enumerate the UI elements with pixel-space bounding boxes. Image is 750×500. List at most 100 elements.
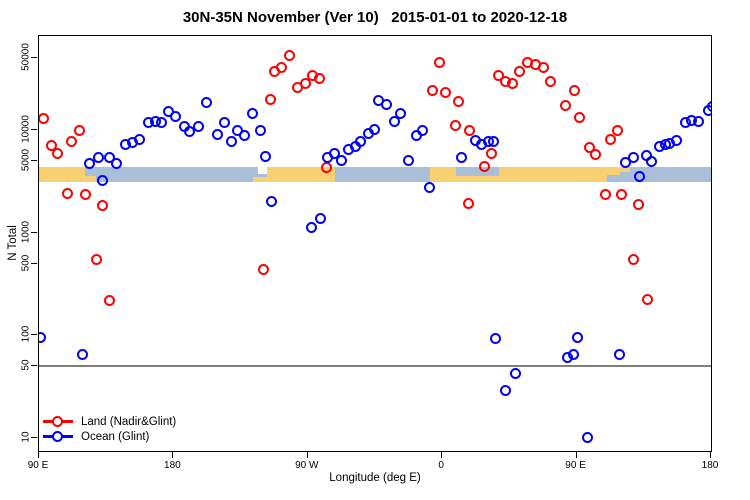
- data-point-ocean: [76, 349, 88, 360]
- surface-band-segment-ocean: [84, 166, 268, 183]
- data-point-ocean: [509, 368, 521, 380]
- data-point-ocean: [260, 151, 272, 163]
- data-point-ocean: [218, 117, 230, 129]
- surface-band-detail-ocean: [607, 175, 620, 183]
- data-point-ocean: [671, 134, 683, 146]
- surface-band-detail-land: [253, 177, 268, 183]
- y-tick-label: 10: [20, 431, 32, 443]
- data-point-land: [104, 294, 116, 306]
- data-point-land: [507, 78, 519, 89]
- x-tick: [441, 452, 443, 458]
- y-tick-label: 50: [20, 359, 32, 371]
- data-point-ocean: [238, 129, 250, 141]
- data-point-land: [642, 293, 654, 305]
- data-point-land: [283, 49, 295, 61]
- data-point-ocean: [582, 431, 594, 443]
- data-point-ocean: [97, 174, 109, 186]
- data-point-land: [66, 135, 78, 147]
- x-tick-label: 180: [701, 460, 719, 471]
- chart-title: 30N-35N November (Ver 10) 2015-01-01 to …: [182, 9, 568, 26]
- data-point-land: [589, 148, 601, 160]
- data-point-ocean: [315, 213, 327, 225]
- y-tick: [31, 334, 37, 336]
- data-point-land: [439, 87, 451, 99]
- surface-band-segment-ocean: [334, 166, 430, 183]
- surface-band-segment-land: [39, 166, 85, 183]
- data-point-ocean: [110, 158, 122, 170]
- data-point-land: [46, 140, 58, 152]
- data-point-ocean: [369, 123, 381, 135]
- legend-item-land: Land (Nadir&Glint): [43, 414, 176, 429]
- surface-band-segment-land: [267, 166, 335, 183]
- y-tick-label: 50000: [20, 43, 32, 72]
- data-point-land: [478, 160, 490, 172]
- x-tick: [172, 452, 174, 458]
- legend-label-land: Land (Nadir&Glint): [81, 415, 177, 428]
- y-tick: [31, 128, 37, 130]
- data-point-ocean: [336, 155, 348, 167]
- data-point-land: [485, 148, 497, 160]
- x-tick: [709, 452, 711, 458]
- data-point-ocean: [646, 156, 658, 168]
- data-point-land: [568, 85, 580, 97]
- y-tick-label: 10000: [20, 114, 32, 143]
- data-point-ocean: [613, 349, 625, 360]
- data-point-ocean: [707, 100, 711, 112]
- data-point-land: [583, 141, 595, 153]
- x-tick: [38, 452, 39, 458]
- data-point-ocean: [380, 98, 392, 110]
- data-point-ocean: [388, 115, 400, 127]
- data-point-land: [627, 253, 639, 265]
- legend: Land (Nadir&Glint) Ocean (Glint): [43, 414, 176, 444]
- surface-band-detail-land: [619, 166, 631, 172]
- y-tick: [31, 159, 37, 161]
- data-point-ocean: [567, 349, 579, 360]
- surface-band-detail-gap: [257, 166, 268, 174]
- data-point-land: [545, 75, 557, 87]
- y-tick-label: 1000: [20, 220, 32, 243]
- data-point-land: [264, 93, 276, 105]
- data-point-ocean: [499, 385, 511, 396]
- data-point-land: [573, 112, 585, 124]
- y-tick: [31, 437, 37, 438]
- data-point-land: [605, 133, 617, 145]
- x-tick: [306, 452, 308, 458]
- land-series-symbol-icon: [43, 416, 73, 427]
- data-point-ocean: [178, 120, 190, 132]
- data-point-ocean: [266, 196, 278, 208]
- y-tick-label: 100: [20, 325, 32, 343]
- y-tick: [31, 231, 37, 233]
- data-point-land: [39, 113, 49, 125]
- data-point-ocean: [184, 126, 196, 138]
- data-point-ocean: [693, 115, 705, 127]
- data-point-land: [599, 188, 611, 200]
- data-point-ocean: [416, 124, 428, 136]
- plot-area: Land (Nadir&Glint) Ocean (Glint): [38, 35, 712, 452]
- data-point-land: [538, 61, 550, 73]
- data-point-land: [560, 100, 572, 112]
- x-tick-label: 0: [438, 460, 444, 471]
- data-point-ocean: [423, 181, 435, 193]
- data-point-ocean: [456, 152, 468, 164]
- data-point-ocean: [703, 104, 711, 116]
- data-point-ocean: [201, 97, 213, 109]
- data-point-land: [313, 72, 325, 84]
- surface-band-detail-ocean: [455, 166, 499, 177]
- data-point-ocean: [193, 121, 205, 133]
- reference-line: [39, 365, 711, 368]
- data-point-ocean: [254, 125, 266, 137]
- y-tick: [31, 262, 37, 264]
- data-point-land: [449, 119, 461, 131]
- data-point-land: [463, 124, 475, 136]
- data-point-ocean: [403, 154, 415, 166]
- data-point-ocean: [133, 133, 145, 145]
- surface-band-detail-land: [84, 175, 97, 183]
- x-tick-label: 90 E: [565, 460, 586, 471]
- data-point-land: [320, 161, 332, 173]
- data-point-ocean: [155, 117, 167, 129]
- y-tick: [31, 57, 37, 59]
- data-point-ocean: [619, 157, 631, 169]
- data-point-ocean: [170, 111, 182, 123]
- data-point-ocean: [247, 107, 259, 119]
